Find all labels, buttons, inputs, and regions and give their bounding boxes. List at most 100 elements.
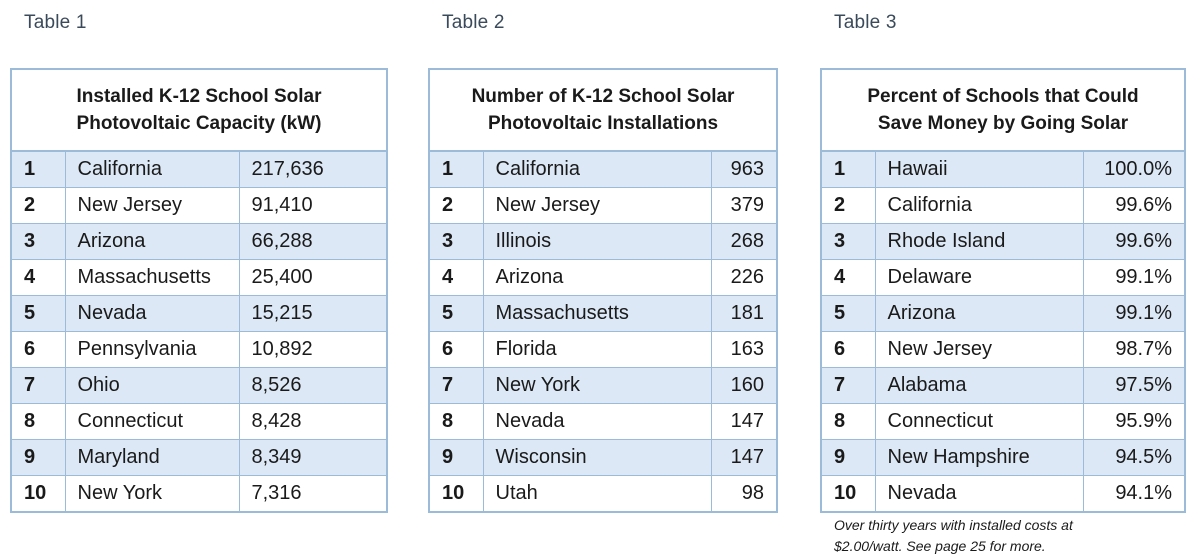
rank-cell: 4 [820, 259, 876, 296]
rank-cell: 1 [820, 150, 876, 188]
table-row: 6 Florida 163 [428, 331, 778, 368]
rank-cell: 2 [428, 187, 484, 224]
state-cell: Connecticut [874, 403, 1084, 440]
rank-cell: 1 [10, 150, 66, 188]
footnote-line-2: $2.00/watt. See page 25 for more. [834, 538, 1046, 554]
table-3-footnote: Over thirty years with installed costs a… [834, 515, 1073, 557]
rank-cell: 8 [428, 403, 484, 440]
table-row: 10 Nevada 94.1% [820, 475, 1186, 513]
state-cell: Florida [482, 331, 712, 368]
value-cell: 963 [710, 150, 778, 188]
rank-cell: 6 [428, 331, 484, 368]
value-cell: 97.5% [1082, 367, 1186, 404]
value-cell: 217,636 [238, 150, 388, 188]
table-row: 8 Nevada 147 [428, 403, 778, 440]
table-row: 3 Rhode Island 99.6% [820, 223, 1186, 260]
state-cell: California [874, 187, 1084, 224]
rank-cell: 9 [428, 439, 484, 476]
rank-cell: 4 [10, 259, 66, 296]
rank-cell: 6 [10, 331, 66, 368]
rank-cell: 2 [820, 187, 876, 224]
table-2-title: Number of K-12 School Solar Photovoltaic… [429, 69, 778, 152]
value-cell: 379 [710, 187, 778, 224]
table-row: 2 California 99.6% [820, 187, 1186, 224]
table-row: 10 Utah 98 [428, 475, 778, 513]
state-cell: California [64, 150, 240, 188]
rank-cell: 10 [428, 475, 484, 513]
state-cell: New Jersey [64, 187, 240, 224]
value-cell: 147 [710, 403, 778, 440]
state-cell: New Jersey [874, 331, 1084, 368]
state-cell: Nevada [482, 403, 712, 440]
table-row: 2 New Jersey 379 [428, 187, 778, 224]
table-3-caption: Table 3 [834, 12, 897, 33]
table-row: 4 Arizona 226 [428, 259, 778, 296]
state-cell: Massachusetts [482, 295, 712, 332]
value-cell: 99.1% [1082, 259, 1186, 296]
value-cell: 95.9% [1082, 403, 1186, 440]
value-cell: 25,400 [238, 259, 388, 296]
state-cell: Utah [482, 475, 712, 513]
value-cell: 8,428 [238, 403, 388, 440]
table-row: 9 New Hampshire 94.5% [820, 439, 1186, 476]
table-row: 6 Pennsylvania 10,892 [10, 331, 388, 368]
state-cell: Wisconsin [482, 439, 712, 476]
state-cell: New York [482, 367, 712, 404]
rank-cell: 4 [428, 259, 484, 296]
state-cell: New Jersey [482, 187, 712, 224]
table-row: 9 Wisconsin 147 [428, 439, 778, 476]
value-cell: 66,288 [238, 223, 388, 260]
table-row: 4 Delaware 99.1% [820, 259, 1186, 296]
table-row: 8 Connecticut 8,428 [10, 403, 388, 440]
table-row: 3 Arizona 66,288 [10, 223, 388, 260]
rank-cell: 10 [10, 475, 66, 513]
value-cell: 99.1% [1082, 295, 1186, 332]
rank-cell: 7 [820, 367, 876, 404]
value-cell: 98.7% [1082, 331, 1186, 368]
table-2: Number of K-12 School Solar Photovoltaic… [428, 68, 779, 513]
state-cell: Arizona [64, 223, 240, 260]
state-cell: New Hampshire [874, 439, 1084, 476]
value-cell: 268 [710, 223, 778, 260]
rank-cell: 3 [428, 223, 484, 260]
footnote-line-1: Over thirty years with installed costs a… [834, 517, 1073, 533]
state-cell: Illinois [482, 223, 712, 260]
value-cell: 181 [710, 295, 778, 332]
table-row: 7 Alabama 97.5% [820, 367, 1186, 404]
value-cell: 10,892 [238, 331, 388, 368]
table-1-caption: Table 1 [24, 12, 87, 33]
value-cell: 226 [710, 259, 778, 296]
state-cell: Arizona [874, 295, 1084, 332]
table-row: 1 California 217,636 [10, 150, 388, 188]
state-cell: California [482, 150, 712, 188]
rank-cell: 3 [10, 223, 66, 260]
rank-cell: 7 [428, 367, 484, 404]
rank-cell: 8 [820, 403, 876, 440]
table-row: 7 New York 160 [428, 367, 778, 404]
rank-cell: 5 [428, 295, 484, 332]
table-row: 1 California 963 [428, 150, 778, 188]
table-row: 1 Hawaii 100.0% [820, 150, 1186, 188]
table-row: 5 Arizona 99.1% [820, 295, 1186, 332]
state-cell: Hawaii [874, 150, 1084, 188]
rank-cell: 5 [10, 295, 66, 332]
value-cell: 91,410 [238, 187, 388, 224]
table-row: 2 New Jersey 91,410 [10, 187, 388, 224]
state-cell: Maryland [64, 439, 240, 476]
value-cell: 8,349 [238, 439, 388, 476]
state-cell: Nevada [874, 475, 1084, 513]
value-cell: 160 [710, 367, 778, 404]
state-cell: Massachusetts [64, 259, 240, 296]
state-cell: Alabama [874, 367, 1084, 404]
state-cell: Delaware [874, 259, 1084, 296]
value-cell: 94.5% [1082, 439, 1186, 476]
state-cell: Arizona [482, 259, 712, 296]
state-cell: Nevada [64, 295, 240, 332]
rank-cell: 7 [10, 367, 66, 404]
value-cell: 94.1% [1082, 475, 1186, 513]
table-row: 5 Massachusetts 181 [428, 295, 778, 332]
value-cell: 98 [710, 475, 778, 513]
table-row: 5 Nevada 15,215 [10, 295, 388, 332]
rank-cell: 3 [820, 223, 876, 260]
state-cell: New York [64, 475, 240, 513]
